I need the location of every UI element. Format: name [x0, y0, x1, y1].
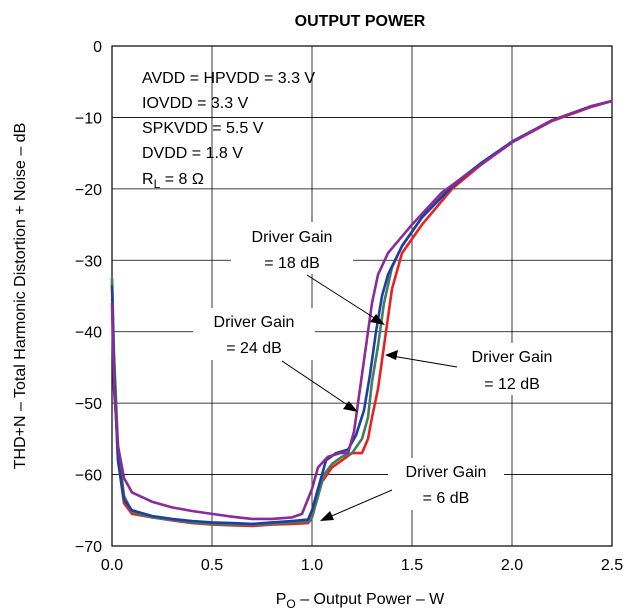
- annotation-6db-line1: Driver Gain: [406, 464, 487, 481]
- x-tick-label: 0.5: [201, 557, 223, 574]
- condition-rl: RL = 8 Ω: [142, 171, 204, 191]
- annotation-18db-bg: [231, 222, 353, 274]
- arrow-12db: [391, 355, 458, 368]
- condition-dvdd: DVDD = 1.8 V: [142, 145, 243, 162]
- annotation-24db-line1: Driver Gain: [214, 314, 295, 331]
- chart-title: OUTPUT POWER: [295, 13, 426, 30]
- series-lines: [110, 99, 613, 528]
- condition-rl-sub: L: [154, 177, 161, 191]
- x-axis-label-rest: – Output Power – W: [296, 591, 445, 608]
- arrow-18db: [306, 274, 380, 322]
- arrowhead-12db: [385, 350, 398, 360]
- x-tick-label: 1.0: [301, 557, 323, 574]
- series-line-12db: [110, 99, 613, 526]
- annotation-12db-line2: = 12 dB: [484, 376, 540, 393]
- x-axis-label: PO – Output Power – W: [276, 591, 445, 611]
- x-tick-label: 2.5: [601, 557, 623, 574]
- series-line-24db: [110, 99, 613, 521]
- condition-iovdd: IOVDD = 3.3 V: [142, 95, 249, 112]
- condition-avdd: AVDD = HPVDD = 3.3 V: [142, 70, 315, 87]
- annotation-6db-bg: [388, 458, 504, 510]
- arrowhead-24db: [343, 401, 358, 412]
- y-tick-label: −20: [75, 182, 102, 199]
- annotation-18db-line1: Driver Gain: [252, 229, 333, 246]
- x-tick-label: 0.0: [101, 557, 123, 574]
- y-tick-label: −60: [75, 468, 102, 485]
- annotation-24db-line2: = 24 dB: [226, 340, 282, 357]
- y-tick-label: −30: [75, 253, 102, 270]
- arrowhead-6db: [320, 511, 334, 521]
- annotation-18db-line2: = 18 dB: [264, 255, 320, 272]
- condition-spkvdd: SPKVDD = 5.5 V: [142, 120, 264, 137]
- grid-lines: [112, 46, 612, 546]
- condition-rl-rest: = 8 Ω: [160, 171, 204, 188]
- y-tick-label: −10: [75, 110, 102, 127]
- annotations: Driver Gain = 18 dB Driver Gain = 24 dB …: [193, 222, 568, 521]
- y-axis-label: THD+N – Total Harmonic Distortion + Nois…: [12, 123, 29, 470]
- annotation-6db-line2: = 6 dB: [423, 490, 470, 507]
- x-tick-label: 1.5: [401, 557, 423, 574]
- x-tick-label: 2.0: [501, 557, 523, 574]
- series-line-6db: [110, 99, 613, 528]
- series-line-18db: [110, 99, 613, 526]
- x-tick-labels: 0.0 0.5 1.0 1.5 2.0 2.5: [101, 557, 623, 574]
- test-conditions: AVDD = HPVDD = 3.3 V IOVDD = 3.3 V SPKVD…: [142, 70, 315, 191]
- annotation-12db-bg: [456, 343, 568, 395]
- x-axis-label-main: P: [276, 591, 287, 608]
- y-tick-label: −50: [75, 396, 102, 413]
- y-tick-label: 0: [93, 39, 102, 56]
- y-tick-labels: 0 −10 −20 −30 −40 −50 −60 −70: [75, 39, 102, 556]
- x-axis-label-sub: O: [286, 597, 295, 611]
- arrow-6db: [326, 489, 393, 519]
- condition-rl-main: R: [142, 171, 154, 188]
- y-tick-label: −70: [75, 539, 102, 556]
- annotation-24db-bg: [193, 308, 315, 360]
- arrowhead-18db: [370, 314, 385, 325]
- y-tick-label: −40: [75, 325, 102, 342]
- arrow-24db: [281, 360, 353, 409]
- annotation-12db-line1: Driver Gain: [472, 349, 553, 366]
